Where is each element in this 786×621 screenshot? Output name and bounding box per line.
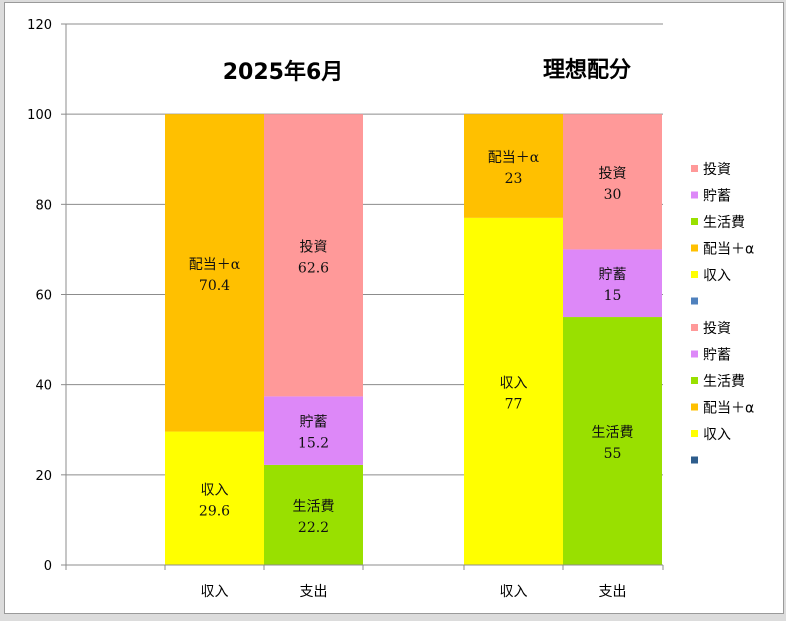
segment-value-label: 30: [604, 187, 622, 203]
legend-label: 配当＋α: [703, 401, 754, 417]
y-tick-label: 0: [44, 559, 52, 574]
bar-segment: [165, 431, 264, 565]
segment-series-label: 配当＋α: [488, 150, 540, 166]
y-tick-label: 120: [27, 18, 52, 33]
segment-series-label: 投資: [599, 166, 627, 182]
y-tick-label: 60: [35, 289, 52, 304]
legend-label: 配当＋α: [703, 242, 754, 258]
segment-series-label: 生活費: [592, 425, 634, 441]
legend-label: 収入: [703, 268, 731, 284]
bar-segment: [464, 217, 563, 565]
stacked-bar-chart: 0 20 40 60 80 100 120 収入 29.6 配当＋α 70.4 生活費 22.2 貯蓄 1…: [27, 18, 754, 600]
legend-label: 投資: [703, 162, 731, 178]
segment-series-label: 投資: [300, 239, 328, 255]
y-tick-label: 80: [35, 198, 52, 213]
segment-value-label: 15: [604, 288, 622, 304]
group-title: 2025年6月: [223, 59, 344, 85]
y-axis: 0 20 40 60 80 100 120: [27, 18, 67, 574]
legend-label: 貯蓄: [703, 348, 731, 364]
bar-segment: [264, 464, 363, 565]
legend-swatch: [691, 377, 698, 384]
x-category-label: 支出: [300, 584, 328, 600]
chart-area: 0 20 40 60 80 100 120 収入 29.6 配当＋α 70.4 生活費 22.2 貯蓄 1…: [4, 2, 784, 614]
bar-segment: [563, 249, 662, 318]
legend-label: 生活費: [703, 215, 745, 231]
bars: 収入 29.6 配当＋α 70.4 生活費 22.2 貯蓄 15.2 投資 62.6 収入 77 配当＋…: [165, 114, 662, 565]
legend-label: 投資: [703, 321, 731, 337]
bar-segment: [563, 114, 662, 250]
legend-swatch: [691, 271, 698, 278]
x-category-label: 収入: [201, 584, 229, 600]
bar-segment: [464, 114, 563, 218]
y-tick-label: 40: [35, 379, 52, 394]
x-axis: 収入 支出 収入 支出: [65, 564, 664, 600]
legend-label: 貯蓄: [703, 189, 731, 205]
y-tick-label: 20: [35, 469, 52, 484]
bar-segment: [264, 396, 363, 465]
segment-value-label: 29.6: [199, 503, 230, 519]
group-title: 理想配分: [543, 58, 631, 83]
segment-series-label: 収入: [500, 375, 528, 391]
segment-series-label: 貯蓄: [300, 415, 328, 431]
bar-segment: [165, 114, 264, 432]
legend-swatch: [691, 218, 698, 225]
bar-segment: [563, 317, 662, 565]
legend-swatch: [691, 165, 698, 172]
segment-value-label: 62.6: [298, 260, 329, 276]
x-category-label: 収入: [500, 584, 528, 600]
bar-segment: [264, 114, 363, 397]
segment-series-label: 配当＋α: [189, 257, 241, 273]
legend-swatch: [691, 456, 698, 464]
legend-swatch: [691, 430, 698, 437]
segment-value-label: 22.2: [298, 520, 329, 536]
x-category-label: 支出: [599, 584, 627, 600]
segment-value-label: 55: [604, 446, 622, 462]
legend-label: 収入: [703, 427, 731, 443]
segment-value-label: 23: [505, 171, 523, 187]
legend-swatch: [691, 297, 698, 305]
segment-series-label: 貯蓄: [599, 267, 627, 283]
legend-swatch: [691, 350, 698, 358]
legend-swatch: [691, 403, 698, 411]
segment-series-label: 収入: [201, 482, 229, 498]
legend-label: 生活費: [703, 374, 745, 390]
legend-swatch: [691, 244, 698, 252]
y-tick-label: 100: [27, 108, 52, 123]
segment-value-label: 15.2: [298, 436, 329, 452]
segment-value-label: 70.4: [199, 278, 230, 294]
legend-swatch: [691, 324, 698, 331]
segment-series-label: 生活費: [293, 499, 335, 515]
segment-value-label: 77: [505, 396, 523, 412]
group-titles: 2025年6月 理想配分: [223, 58, 631, 85]
legend-swatch: [691, 191, 698, 199]
